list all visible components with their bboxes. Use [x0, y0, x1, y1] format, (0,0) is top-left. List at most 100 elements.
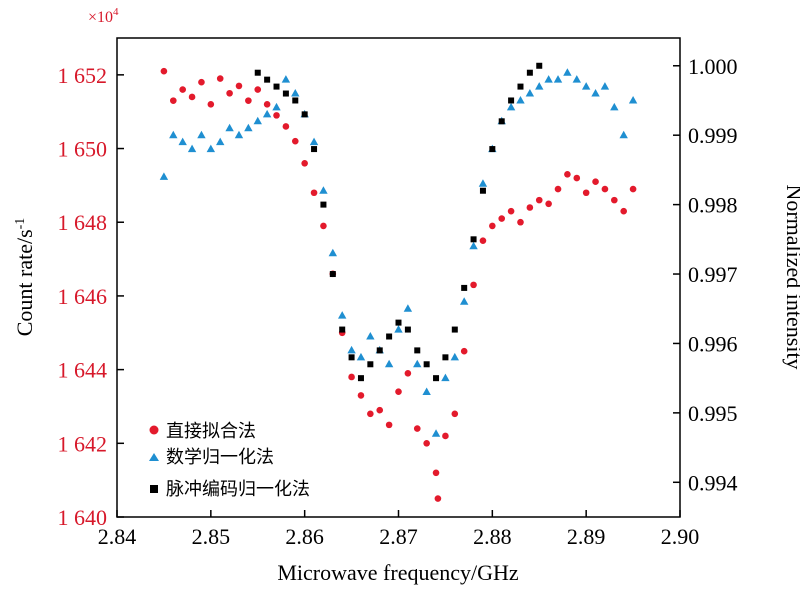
- data-point-series-2: [357, 375, 364, 382]
- data-point-series-2: [301, 111, 308, 118]
- data-point-series-1: [178, 137, 187, 146]
- y-left-tick-label: 1 640: [58, 505, 108, 530]
- data-point-series-0: [432, 469, 440, 477]
- data-point-series-1: [441, 373, 450, 382]
- data-points: [159, 62, 638, 502]
- data-point-series-0: [554, 185, 562, 193]
- y-right-tick-label: 0.997: [688, 262, 738, 287]
- data-point-series-1: [581, 82, 591, 90]
- data-point-series-2: [292, 97, 299, 104]
- plot-frame: [116, 37, 681, 518]
- legend-marker-square: [150, 485, 158, 493]
- data-point-series-1: [216, 137, 225, 146]
- data-point-series-1: [206, 144, 216, 153]
- data-point-series-2: [489, 146, 496, 153]
- x-tick-label: 2.89: [567, 524, 606, 549]
- data-point-series-1: [535, 82, 544, 90]
- data-point-series-2: [282, 90, 289, 97]
- data-point-series-1: [544, 75, 553, 83]
- data-point-series-0: [582, 189, 590, 197]
- data-point-series-0: [498, 215, 506, 222]
- data-point-series-2: [508, 97, 515, 104]
- data-point-series-0: [160, 67, 168, 75]
- data-point-series-0: [404, 370, 412, 377]
- data-point-series-0: [526, 204, 534, 211]
- data-point-series-1: [619, 130, 628, 139]
- data-point-series-2: [264, 76, 271, 83]
- legend-marker-circle: [149, 425, 159, 435]
- y-right-tick-label: 0.995: [688, 401, 738, 426]
- data-point-series-0: [592, 178, 599, 185]
- y-right-tick-label: 0.998: [688, 193, 738, 218]
- data-point-series-1: [197, 130, 206, 139]
- data-point-series-0: [395, 388, 402, 396]
- data-point-series-0: [479, 237, 487, 244]
- data-point-series-1: [469, 241, 478, 250]
- data-point-series-1: [366, 332, 375, 340]
- legend-label-pulse-normalization: 脉冲编码归一化法: [166, 479, 310, 500]
- y-left-tick-label: 1 644: [58, 358, 108, 383]
- data-point-series-1: [291, 89, 300, 97]
- data-point-series-0: [235, 82, 243, 90]
- data-point-series-0: [310, 189, 318, 197]
- data-point-series-2: [254, 69, 261, 76]
- y-left-tick-label: 1 642: [58, 431, 108, 456]
- data-point-series-0: [263, 101, 271, 108]
- data-point-series-0: [517, 218, 524, 226]
- data-point-series-0: [434, 495, 442, 502]
- data-point-series-0: [460, 347, 468, 355]
- data-point-series-1: [413, 359, 422, 368]
- x-tick-label: 2.87: [379, 524, 418, 549]
- data-point-series-0: [245, 97, 252, 104]
- y-left-tick-label: 1 646: [58, 284, 108, 309]
- data-point-series-0: [423, 440, 430, 447]
- data-point-series-0: [254, 86, 262, 93]
- x-axis-title: Microwave frequency/GHz: [277, 560, 519, 585]
- data-point-series-1: [516, 95, 525, 104]
- data-point-series-2: [470, 236, 477, 243]
- data-point-series-1: [628, 95, 638, 104]
- data-point-series-2: [433, 375, 440, 382]
- data-point-series-0: [170, 97, 177, 104]
- data-point-series-0: [470, 281, 477, 289]
- data-point-series-0: [376, 406, 384, 414]
- data-point-series-0: [564, 171, 571, 178]
- data-point-series-0: [620, 207, 627, 215]
- data-point-series-1: [272, 102, 281, 111]
- data-point-series-1: [234, 130, 244, 139]
- data-point-series-1: [281, 75, 291, 83]
- data-point-series-0: [442, 432, 449, 440]
- data-point-series-1: [187, 144, 197, 153]
- data-point-series-1: [431, 429, 441, 437]
- axis-ticks: 2.84 2.85 2.86 2.87 2.88 2.89 2.90 1 640 1 642 1 …: [58, 54, 738, 549]
- data-point-series-1: [403, 304, 413, 312]
- y-axis-left-title: Count rate/s-1: [12, 218, 37, 337]
- data-point-series-2: [526, 69, 533, 76]
- data-point-series-1: [450, 352, 459, 361]
- y-left-tick-label: 1 650: [58, 137, 108, 162]
- data-point-series-0: [507, 207, 515, 215]
- data-point-series-2: [517, 83, 524, 90]
- data-point-series-1: [506, 102, 516, 111]
- data-point-series-1: [422, 387, 431, 396]
- data-point-series-0: [601, 185, 609, 193]
- data-point-series-2: [320, 201, 327, 208]
- data-point-series-1: [394, 325, 403, 333]
- data-point-series-1: [309, 137, 319, 146]
- legend: 直接拟合法 数学归一化法 脉冲编码归一化法: [149, 421, 310, 500]
- data-point-series-1: [459, 297, 469, 305]
- y-right-tick-label: 0.999: [688, 123, 738, 148]
- data-point-series-2: [311, 146, 318, 153]
- data-point-series-2: [386, 333, 393, 340]
- data-point-series-0: [216, 75, 224, 82]
- x-tick-label: 2.90: [661, 524, 700, 549]
- legend-label-direct-fit: 直接拟合法: [166, 421, 256, 442]
- data-point-series-0: [273, 112, 280, 119]
- data-point-series-1: [159, 172, 169, 180]
- data-point-series-2: [395, 319, 402, 326]
- data-point-series-1: [244, 123, 253, 132]
- data-point-series-0: [226, 89, 233, 97]
- data-point-series-0: [413, 425, 421, 432]
- data-point-series-2: [414, 347, 421, 354]
